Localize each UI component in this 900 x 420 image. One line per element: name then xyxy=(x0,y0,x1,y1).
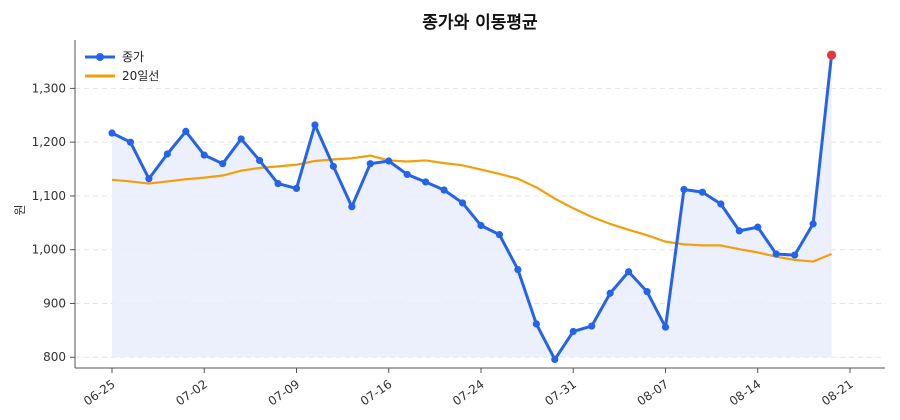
close-point xyxy=(219,160,227,168)
close-point xyxy=(182,127,190,136)
close-point xyxy=(200,151,208,159)
close-point xyxy=(588,322,596,330)
close-point xyxy=(569,327,577,336)
close-point xyxy=(458,199,467,207)
x-tick-label: 07-02 xyxy=(173,377,210,408)
legend-close-label: 종가 xyxy=(122,50,144,64)
close-price-area xyxy=(112,55,832,360)
close-point xyxy=(108,129,116,137)
close-point xyxy=(422,178,430,186)
close-point xyxy=(717,200,725,208)
close-point xyxy=(366,160,374,168)
close-point xyxy=(643,288,651,296)
legend: 종가 20일선 xyxy=(85,50,159,83)
x-axis-ticks: 06-25 07-02 07-09 07-16 07-24 07-31 08-07 08-14… xyxy=(81,368,856,408)
close-point xyxy=(791,251,799,259)
x-tick-label: 07-31 xyxy=(542,377,579,408)
y-tick-label: 1,100 xyxy=(32,189,66,203)
y-tick-label: 800 xyxy=(43,350,66,364)
close-point xyxy=(606,289,614,297)
y-tick-label: 900 xyxy=(43,296,66,310)
close-point xyxy=(440,186,448,194)
close-point xyxy=(163,150,171,158)
y-axis-label: 원 xyxy=(13,204,27,215)
ma20-line xyxy=(111,154,832,263)
chart-title: 종가와 이동평균 xyxy=(422,13,538,33)
close-point xyxy=(698,188,707,196)
close-point xyxy=(532,320,540,328)
x-tick-label: 07-16 xyxy=(358,377,395,408)
y-tick-label: 1,200 xyxy=(32,135,66,149)
close-point xyxy=(385,157,393,165)
close-point xyxy=(735,227,743,235)
close-point xyxy=(661,323,670,331)
x-tick-label: 08-21 xyxy=(819,377,856,408)
x-tick-label: 08-14 xyxy=(727,377,764,408)
legend-close-marker xyxy=(96,53,104,61)
close-point xyxy=(403,170,411,179)
close-point xyxy=(809,220,817,228)
close-point xyxy=(274,179,282,188)
series-lines xyxy=(111,54,834,361)
close-point xyxy=(292,184,301,193)
close-point xyxy=(311,121,319,129)
close-point xyxy=(256,156,264,165)
legend-ma20-label: 20일선 xyxy=(122,69,159,83)
close-point xyxy=(348,203,356,211)
close-point xyxy=(145,175,153,183)
y-tick-label: 1,300 xyxy=(32,81,66,95)
close-point xyxy=(625,268,633,276)
x-tick-label: 08-07 xyxy=(635,377,672,408)
x-tick-label: 06-25 xyxy=(81,377,118,408)
close-point xyxy=(551,355,559,363)
close-area-fill xyxy=(112,55,832,360)
close-point xyxy=(477,221,485,230)
close-point xyxy=(514,266,522,274)
close-point xyxy=(126,138,135,146)
x-tick-label: 07-09 xyxy=(266,377,303,408)
y-axis-ticks: 800 900 1,000 1,100 1,200 1,300 xyxy=(32,81,75,364)
y-tick-label: 1,000 xyxy=(32,243,66,257)
axes xyxy=(74,40,885,369)
close-line xyxy=(111,54,834,361)
close-point xyxy=(237,135,245,143)
close-point xyxy=(754,223,762,231)
close-point xyxy=(772,250,780,258)
x-tick-label: 07-24 xyxy=(450,377,487,408)
close-point xyxy=(329,162,337,170)
series-points xyxy=(108,50,837,363)
close-point xyxy=(495,231,504,239)
close-point xyxy=(680,185,688,194)
latest-close-point xyxy=(826,50,837,60)
